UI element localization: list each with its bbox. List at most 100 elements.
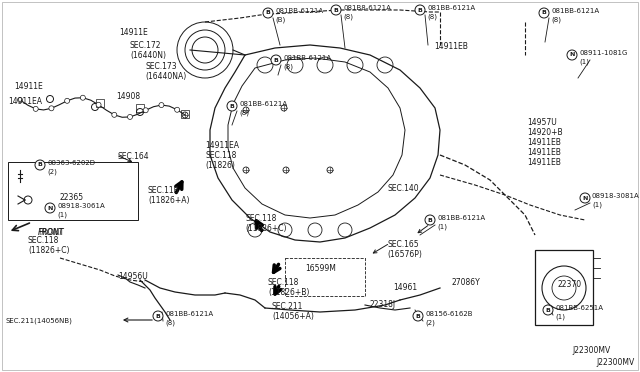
Text: 081BB-6121A: 081BB-6121A bbox=[275, 8, 323, 14]
Circle shape bbox=[153, 311, 163, 321]
Text: 14961: 14961 bbox=[393, 283, 417, 292]
Circle shape bbox=[35, 160, 45, 170]
Text: N: N bbox=[570, 52, 575, 58]
Circle shape bbox=[263, 8, 273, 18]
Text: 14911EB: 14911EB bbox=[434, 42, 468, 51]
Text: (8): (8) bbox=[239, 110, 249, 116]
Text: SEC.211(14056NB): SEC.211(14056NB) bbox=[5, 318, 72, 324]
Circle shape bbox=[327, 167, 333, 173]
Circle shape bbox=[159, 103, 164, 108]
Text: SEC.118: SEC.118 bbox=[245, 214, 276, 223]
Text: 081BB-6251A: 081BB-6251A bbox=[555, 305, 603, 311]
Text: B: B bbox=[230, 103, 234, 109]
Text: 081B8-6121A: 081B8-6121A bbox=[343, 5, 391, 11]
Circle shape bbox=[143, 108, 148, 113]
Circle shape bbox=[283, 167, 289, 173]
Text: B: B bbox=[156, 314, 161, 318]
Circle shape bbox=[17, 97, 22, 103]
Circle shape bbox=[425, 215, 435, 225]
Text: 22370: 22370 bbox=[558, 280, 582, 289]
Text: (8): (8) bbox=[551, 17, 561, 23]
Text: (14056+A): (14056+A) bbox=[272, 312, 314, 321]
Circle shape bbox=[281, 105, 287, 111]
Circle shape bbox=[49, 106, 54, 111]
Circle shape bbox=[45, 203, 55, 213]
Text: 08911-1081G: 08911-1081G bbox=[579, 50, 627, 56]
Text: 14920+B: 14920+B bbox=[527, 128, 563, 137]
Text: 22318J: 22318J bbox=[370, 300, 396, 309]
Text: (2): (2) bbox=[425, 320, 435, 326]
Text: 08918-3081A: 08918-3081A bbox=[592, 193, 640, 199]
Text: SEC.173: SEC.173 bbox=[145, 62, 177, 71]
Text: (16440N): (16440N) bbox=[130, 51, 166, 60]
Bar bbox=[181, 110, 189, 118]
Text: 08918-3061A: 08918-3061A bbox=[57, 203, 105, 209]
Circle shape bbox=[243, 107, 249, 113]
Text: 14911EB: 14911EB bbox=[527, 148, 561, 157]
Text: 14911EB: 14911EB bbox=[527, 138, 561, 147]
Bar bbox=[8, 162, 138, 220]
Text: J22300MV: J22300MV bbox=[596, 358, 635, 367]
Text: SEC.164: SEC.164 bbox=[118, 152, 150, 161]
Text: (16440NA): (16440NA) bbox=[145, 72, 186, 81]
Circle shape bbox=[112, 112, 116, 117]
Text: (8): (8) bbox=[427, 14, 437, 20]
Text: SEC.11B: SEC.11B bbox=[148, 186, 180, 195]
Text: 08156-6162B: 08156-6162B bbox=[425, 311, 472, 317]
Text: 16599M: 16599M bbox=[305, 264, 336, 273]
Text: B: B bbox=[545, 308, 550, 312]
Text: B: B bbox=[38, 163, 42, 167]
Text: 14911EA: 14911EA bbox=[8, 97, 42, 106]
Text: (B): (B) bbox=[275, 17, 285, 23]
Text: FRONT: FRONT bbox=[38, 228, 64, 237]
Text: B: B bbox=[541, 10, 547, 16]
Text: 081BB-6121A: 081BB-6121A bbox=[551, 8, 599, 14]
Text: 081BB-6121A: 081BB-6121A bbox=[283, 55, 331, 61]
Circle shape bbox=[33, 106, 38, 111]
Bar bbox=[96, 99, 104, 107]
Text: 14911E: 14911E bbox=[14, 82, 43, 91]
Text: 14956U: 14956U bbox=[118, 272, 148, 281]
Circle shape bbox=[127, 115, 132, 119]
Text: B: B bbox=[417, 7, 422, 13]
Bar bbox=[535, 250, 593, 325]
Text: SEC.118: SEC.118 bbox=[205, 151, 236, 160]
Text: SEC.118: SEC.118 bbox=[28, 236, 60, 245]
Text: B: B bbox=[273, 58, 278, 62]
Text: B: B bbox=[428, 218, 433, 222]
Text: 22365: 22365 bbox=[60, 193, 84, 202]
Text: SEC.211: SEC.211 bbox=[272, 302, 303, 311]
Text: (11826+B): (11826+B) bbox=[268, 288, 309, 297]
Text: 081BB-6121A: 081BB-6121A bbox=[239, 101, 287, 107]
Text: 14911E: 14911E bbox=[119, 28, 148, 37]
Text: (1): (1) bbox=[579, 59, 589, 65]
Circle shape bbox=[65, 98, 70, 103]
Text: 08363-6202D: 08363-6202D bbox=[47, 160, 95, 166]
Text: (11826+C): (11826+C) bbox=[28, 246, 70, 255]
Text: (8): (8) bbox=[283, 64, 293, 70]
Text: (1): (1) bbox=[437, 224, 447, 230]
Text: N: N bbox=[47, 205, 52, 211]
Circle shape bbox=[182, 112, 188, 118]
Circle shape bbox=[567, 50, 577, 60]
Circle shape bbox=[96, 102, 101, 107]
Text: SEC.165: SEC.165 bbox=[387, 240, 419, 249]
Circle shape bbox=[539, 8, 549, 18]
Text: (11826): (11826) bbox=[205, 161, 235, 170]
Circle shape bbox=[580, 193, 590, 203]
Circle shape bbox=[243, 167, 249, 173]
Text: 081BB-6121A: 081BB-6121A bbox=[427, 5, 475, 11]
Text: (2): (2) bbox=[47, 169, 57, 175]
Text: 27086Y: 27086Y bbox=[452, 278, 481, 287]
Text: (11826+C): (11826+C) bbox=[245, 224, 287, 233]
Text: (8): (8) bbox=[165, 320, 175, 326]
Text: B: B bbox=[415, 314, 420, 318]
Text: (1): (1) bbox=[592, 202, 602, 208]
Bar bbox=[285, 258, 365, 296]
Text: (1): (1) bbox=[555, 314, 565, 320]
Text: J22300MV: J22300MV bbox=[572, 346, 611, 355]
Text: 14911EB: 14911EB bbox=[527, 158, 561, 167]
Circle shape bbox=[227, 101, 237, 111]
Text: (1): (1) bbox=[57, 212, 67, 218]
Circle shape bbox=[271, 55, 281, 65]
